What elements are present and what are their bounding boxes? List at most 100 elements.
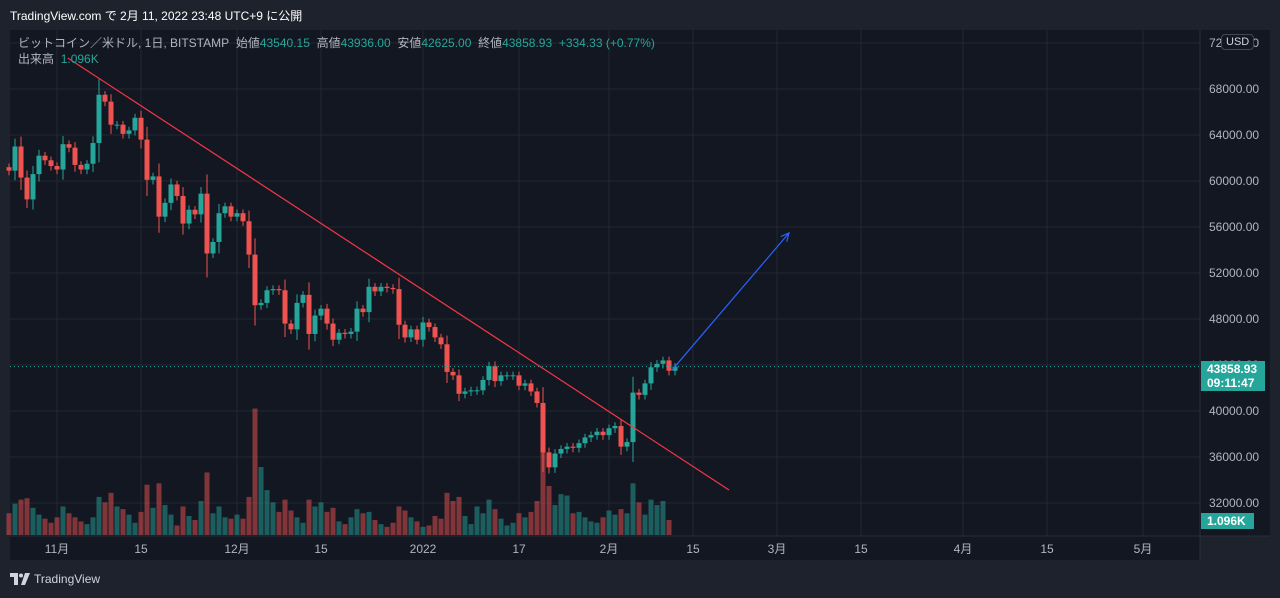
volume-bar <box>546 486 552 535</box>
candle-body <box>666 360 672 371</box>
candle-body <box>186 209 192 224</box>
candle-body <box>288 323 294 330</box>
close-label: 終値 <box>478 36 503 50</box>
price-tick: 64000.00 <box>1209 128 1259 142</box>
candle-body <box>546 452 552 468</box>
trendline <box>67 57 730 491</box>
volume-bar <box>444 492 450 535</box>
candle-body <box>90 143 96 164</box>
volume-bar <box>552 505 558 535</box>
tradingview-logo[interactable]: TradingView <box>10 572 100 586</box>
volume-bar <box>180 506 186 535</box>
volume-bar <box>78 521 84 535</box>
last-price-tag: 43858.93 09:11:47 <box>1201 361 1266 391</box>
volume-bar <box>108 492 114 535</box>
volume-bar <box>342 524 348 535</box>
volume-bar <box>570 513 576 535</box>
price-tick: 36000.00 <box>1209 450 1259 464</box>
arrow-line <box>671 232 790 371</box>
volume-bar <box>504 525 510 535</box>
high-value: 43936.00 <box>340 36 391 50</box>
candle-body <box>354 308 360 332</box>
candle-body <box>648 367 654 384</box>
volume-bar <box>618 509 624 535</box>
candle-body <box>564 446 570 449</box>
volume-bar <box>558 494 564 535</box>
chart-legend: ビットコイン／米ドル, 1日, BITSTAMP 始値43540.15 高値43… <box>18 35 655 67</box>
time-tick: 4月 <box>954 542 973 556</box>
candle-body <box>540 402 546 453</box>
volume-bar <box>144 484 150 535</box>
volume-bar <box>450 501 456 535</box>
candle-body <box>450 371 456 376</box>
volume-bar <box>384 526 390 535</box>
candle-body <box>510 375 516 377</box>
volume-bar <box>210 513 216 535</box>
candle-body <box>558 448 564 454</box>
candle-body <box>180 195 186 224</box>
volume-bar <box>216 506 222 535</box>
volume-bar <box>336 521 342 535</box>
candle-body <box>36 155 42 175</box>
candle-body <box>216 213 222 242</box>
publish-info: TradingView.com で 2月 11, 2022 23:48 UTC+… <box>10 9 303 23</box>
candle-body <box>84 163 90 170</box>
volume-bar <box>588 521 594 535</box>
candle-body <box>552 453 558 468</box>
candle-body <box>96 94 102 144</box>
candle-body <box>342 332 348 334</box>
volume-bar <box>636 502 642 535</box>
candle-body <box>360 308 366 313</box>
volume-bar <box>132 522 138 535</box>
volume-bar <box>240 518 246 535</box>
candle-body <box>636 392 642 395</box>
candle-body <box>654 363 660 368</box>
volume-bar <box>156 483 162 535</box>
volume-bar <box>198 501 204 535</box>
high-label: 高値 <box>316 36 341 50</box>
volume-bar <box>318 502 324 535</box>
volume-bar <box>582 517 588 535</box>
candle-body <box>624 442 630 447</box>
volume-bar <box>96 496 102 535</box>
candle-body <box>12 146 18 171</box>
last-volume-tag: 1.096K <box>1201 513 1254 529</box>
price-tick: 52000.00 <box>1209 266 1259 280</box>
candle-body <box>468 390 474 392</box>
candle-body <box>126 130 132 134</box>
candle-body <box>192 209 198 215</box>
candle-body <box>102 94 108 102</box>
candle-body <box>348 331 354 334</box>
volume-bar <box>540 443 546 535</box>
candle-body <box>222 206 228 214</box>
volume-bar <box>66 513 72 535</box>
volume-bar <box>564 495 570 535</box>
volume-bar <box>330 507 336 535</box>
volume-bar <box>432 515 438 535</box>
volume-bar <box>492 509 498 535</box>
volume-bar <box>18 499 24 535</box>
volume-bar <box>168 514 174 535</box>
currency-button[interactable]: USD <box>1221 34 1255 50</box>
volume-bar <box>510 522 516 535</box>
candle-body <box>528 383 534 392</box>
time-tick: 12月 <box>224 542 249 556</box>
candle-body <box>54 166 60 170</box>
volume-bar <box>186 515 192 535</box>
volume-bar <box>348 517 354 535</box>
volume-bar <box>522 517 528 535</box>
candle-body <box>480 379 486 391</box>
candle-body <box>618 425 624 447</box>
candle-body <box>492 366 498 382</box>
candle-body <box>60 144 66 170</box>
candle-body <box>372 286 378 292</box>
candle-body <box>252 254 258 306</box>
candle-body <box>474 390 480 392</box>
close-value: 43858.93 <box>502 36 553 50</box>
volume-bar <box>222 517 228 535</box>
candle-body <box>156 176 162 217</box>
volume-bar <box>324 511 330 535</box>
volume-bar <box>138 511 144 535</box>
volume-bar <box>534 501 540 535</box>
